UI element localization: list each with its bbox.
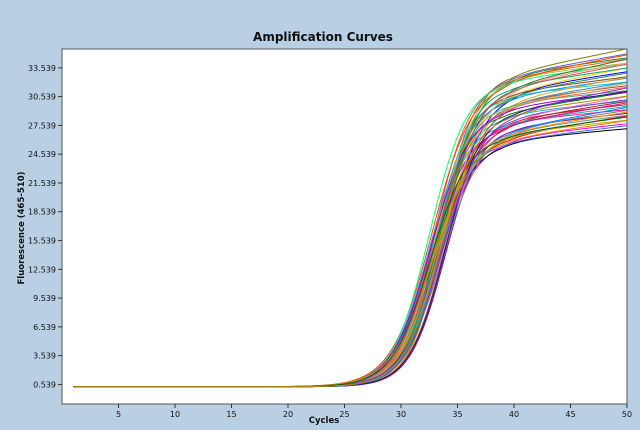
series-layer (73, 49, 627, 388)
x-tick-label: 10 (170, 410, 180, 419)
x-tick-label: 50 (622, 410, 632, 419)
x-axis-ticks: 5 10 15 20 25 30 35 40 45 50 (116, 404, 632, 419)
x-tick-label: 35 (452, 410, 462, 419)
y-tick-label: 15.539 (28, 237, 56, 246)
x-tick-label: 20 (283, 410, 293, 419)
y-tick-label: 30.539 (28, 93, 56, 102)
y-tick-label: 33.539 (28, 64, 56, 73)
y-tick-label: 3.539 (33, 352, 56, 361)
y-tick-label: 27.539 (28, 121, 56, 130)
x-axis-label: Cycles (309, 416, 340, 426)
chart-title: Amplification Curves (253, 30, 393, 44)
y-tick-label: 0.539 (33, 380, 56, 389)
y-tick-label: 6.539 (33, 323, 56, 332)
y-axis-label: Fluorescence (465-510) (17, 171, 27, 284)
x-tick-label: 45 (565, 410, 575, 419)
x-tick-label: 40 (509, 410, 519, 419)
y-axis-ticks: 0.539 3.539 6.539 9.539 12.539 15.539 18.539 21… (28, 64, 62, 389)
amplification-curve (73, 95, 627, 388)
x-tick-label: 25 (339, 410, 349, 419)
y-tick-label: 18.539 (28, 208, 56, 217)
y-tick-label: 24.539 (28, 150, 56, 159)
x-tick-label: 15 (226, 410, 236, 419)
plot-area (61, 48, 628, 405)
y-tick-label: 12.539 (28, 265, 56, 274)
y-tick-label: 9.539 (33, 294, 56, 303)
x-tick-label: 5 (116, 410, 121, 419)
y-tick-label: 21.539 (28, 179, 56, 188)
x-tick-label: 30 (396, 410, 406, 419)
